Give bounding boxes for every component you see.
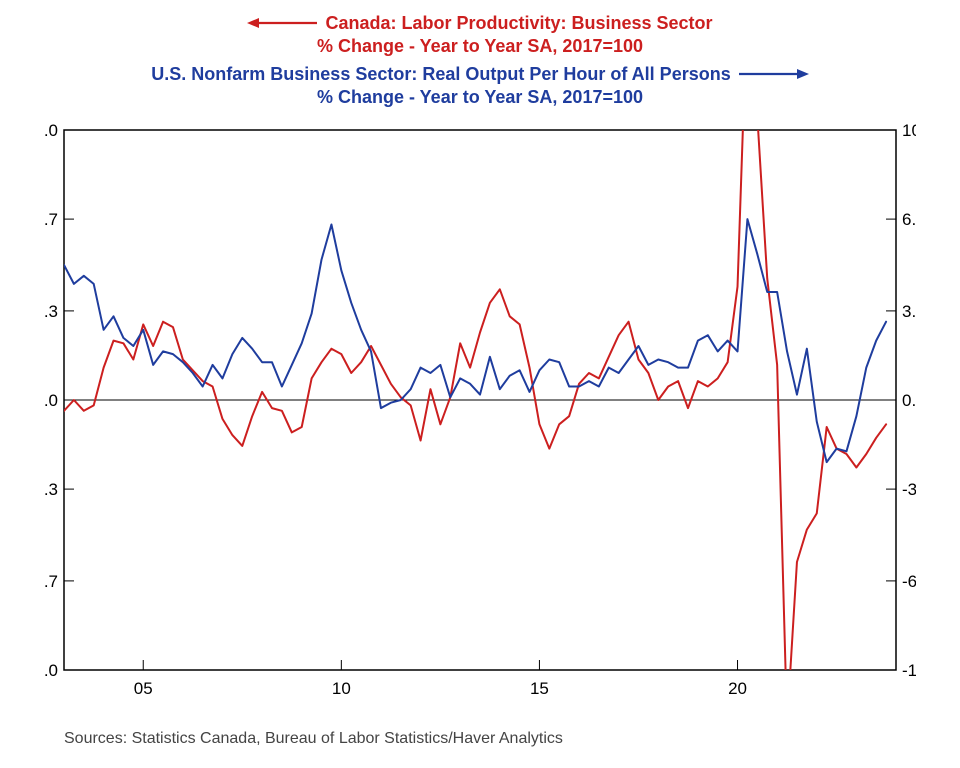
- legend-us-sub: % Change - Year to Year SA, 2017=100: [0, 86, 960, 109]
- y-tick-left: -6.7: [44, 572, 58, 591]
- chart-container: Canada: Labor Productivity: Business Sec…: [0, 0, 960, 768]
- x-tick: 20: [728, 679, 747, 698]
- legend-titles: Canada: Labor Productivity: Business Sec…: [0, 12, 960, 108]
- arrow-right-icon: [739, 66, 809, 82]
- y-tick-right: -3.3: [902, 480, 916, 499]
- legend-us-line1: U.S. Nonfarm Business Sector: Real Outpu…: [151, 63, 730, 86]
- y-tick-left: 0.0: [44, 391, 58, 410]
- arrow-left-icon: [247, 15, 317, 31]
- legend-us-line2: % Change - Year to Year SA, 2017=100: [317, 86, 643, 109]
- x-tick: 10: [332, 679, 351, 698]
- y-tick-left: 6.7: [44, 210, 58, 229]
- y-tick-left: -10.0: [44, 661, 58, 680]
- x-tick: 05: [134, 679, 153, 698]
- y-tick-right: -10.0: [902, 661, 916, 680]
- legend-canada-sub: % Change - Year to Year SA, 2017=100: [0, 35, 960, 58]
- source-label: Sources: Statistics Canada, Bureau of La…: [64, 730, 563, 748]
- series-canada: [64, 120, 886, 720]
- y-tick-left: 10.0: [44, 121, 58, 140]
- legend-canada-line2: % Change - Year to Year SA, 2017=100: [317, 35, 643, 58]
- y-tick-right: 6.7: [902, 210, 916, 229]
- y-tick-right: 3.3: [902, 302, 916, 321]
- legend-canada-line1: Canada: Labor Productivity: Business Sec…: [325, 12, 712, 35]
- x-tick: 15: [530, 679, 549, 698]
- legend-us: U.S. Nonfarm Business Sector: Real Outpu…: [0, 63, 960, 86]
- y-tick-right: 10.0: [902, 121, 916, 140]
- legend-canada: Canada: Labor Productivity: Business Sec…: [0, 12, 960, 35]
- y-tick-left: 3.3: [44, 302, 58, 321]
- plot-area: -10.0 -10.0 -6.7 -6.7 -3.3 -3.3 0.0 0.0 3.3 3.3 6.…: [44, 120, 916, 720]
- y-tick-right: -6.7: [902, 572, 916, 591]
- series-us: [64, 219, 886, 462]
- y-tick-right: 0.0: [902, 391, 916, 410]
- y-tick-left: -3.3: [44, 480, 58, 499]
